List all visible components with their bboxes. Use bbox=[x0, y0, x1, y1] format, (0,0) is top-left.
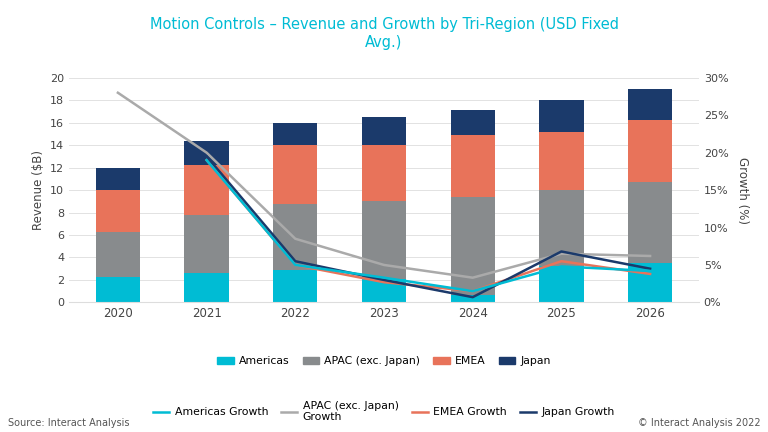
Bar bbox=[273, 203, 317, 270]
Bar bbox=[184, 273, 229, 302]
Bar bbox=[96, 190, 140, 232]
Bar bbox=[362, 117, 406, 145]
Bar bbox=[628, 89, 672, 121]
Y-axis label: Growth (%): Growth (%) bbox=[737, 156, 750, 224]
Bar bbox=[451, 110, 495, 135]
Bar bbox=[362, 279, 406, 302]
Bar bbox=[451, 295, 495, 302]
Bar bbox=[273, 123, 317, 145]
Bar bbox=[184, 165, 229, 215]
Bar bbox=[628, 263, 672, 302]
Bar bbox=[539, 132, 584, 190]
Text: © Interact Analysis 2022: © Interact Analysis 2022 bbox=[637, 418, 760, 428]
Bar bbox=[628, 182, 672, 263]
Bar bbox=[362, 201, 406, 279]
Bar bbox=[273, 270, 317, 302]
Bar bbox=[628, 121, 672, 182]
Text: Source: Interact Analysis: Source: Interact Analysis bbox=[8, 418, 129, 428]
Bar bbox=[451, 135, 495, 197]
Bar bbox=[362, 145, 406, 201]
Legend: Americas, APAC (exc. Japan), EMEA, Japan: Americas, APAC (exc. Japan), EMEA, Japan bbox=[213, 352, 555, 370]
Bar bbox=[96, 276, 140, 302]
Y-axis label: Revenue ($B): Revenue ($B) bbox=[31, 150, 45, 230]
Bar bbox=[96, 168, 140, 190]
Legend: Americas Growth, APAC (exc. Japan)
Growth, EMEA Growth, Japan Growth: Americas Growth, APAC (exc. Japan) Growt… bbox=[149, 396, 619, 426]
Text: Motion Controls – Revenue and Growth by Tri-Region (USD Fixed
Avg.): Motion Controls – Revenue and Growth by … bbox=[150, 17, 618, 50]
Bar bbox=[96, 232, 140, 276]
Bar bbox=[184, 141, 229, 165]
Bar bbox=[451, 197, 495, 295]
Bar bbox=[184, 215, 229, 273]
Bar bbox=[539, 100, 584, 132]
Bar bbox=[539, 267, 584, 302]
Bar bbox=[273, 145, 317, 203]
Bar bbox=[539, 190, 584, 267]
